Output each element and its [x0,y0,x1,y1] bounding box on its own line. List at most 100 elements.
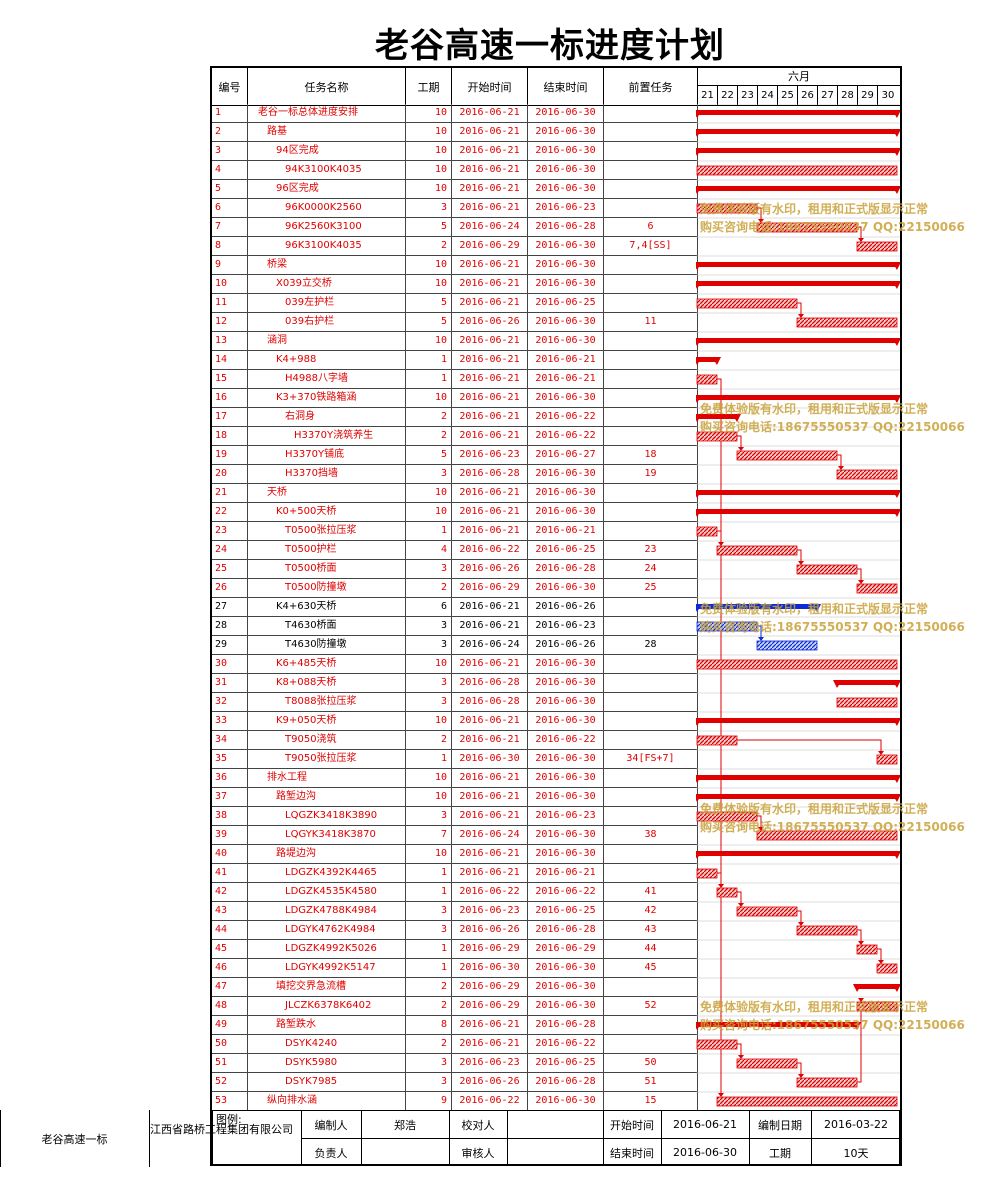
task-name: K3+370铁路箱涵 [248,389,406,407]
table-row[interactable]: 42 LDGZK4535K4580 1 2016-06-22 2016-06-22 41 [212,883,698,902]
task-end: 2016-06-21 [528,864,604,882]
table-row[interactable]: 39 LQGYK3418K3870 7 2016-06-24 2016-06-30 38 [212,826,698,845]
task-no: 51 [212,1054,248,1072]
task-duration: 2 [406,978,452,996]
dependency-arrowhead [758,219,764,223]
task-duration: 3 [406,902,452,920]
task-start: 2016-06-21 [452,1016,528,1034]
dependency-link [757,207,762,222]
task-predecessors: 7,4[SS] [604,237,698,255]
table-row[interactable]: 5 96区完成 10 2016-06-21 2016-06-30 [212,180,698,199]
summary-start-marker [696,604,702,612]
task-start: 2016-06-21 [452,142,528,160]
task-start: 2016-06-21 [452,180,528,198]
table-row[interactable]: 1 老谷一标总体进度安排 10 2016-06-21 2016-06-30 [212,104,698,123]
table-row[interactable]: 4 94K3100K4035 10 2016-06-21 2016-06-30 [212,161,698,180]
table-row[interactable]: 31 K8+088天桥 3 2016-06-28 2016-06-30 [212,674,698,693]
header-duration: 工期 [406,68,452,105]
task-bar [856,241,898,252]
table-row[interactable]: 3 94区完成 10 2016-06-21 2016-06-30 [212,142,698,161]
task-start: 2016-06-21 [452,522,528,540]
dependency-arrowhead [858,941,864,945]
table-row[interactable]: 43 LDGZK4788K4984 3 2016-06-23 2016-06-25 42 [212,902,698,921]
task-bar [716,887,738,898]
table-row[interactable]: 15 H4988八字墙 1 2016-06-21 2016-06-21 [212,370,698,389]
table-row[interactable]: 18 H3370Y浇筑养生 2 2016-06-21 2016-06-22 [212,427,698,446]
table-row[interactable]: 52 DSYK7985 3 2016-06-26 2016-06-28 51 [212,1073,698,1092]
task-duration: 3 [406,617,452,635]
table-row[interactable]: 19 H3370Y铺底 5 2016-06-23 2016-06-27 18 [212,446,698,465]
task-start: 2016-06-29 [452,579,528,597]
table-row[interactable]: 8 96K3100K4035 2 2016-06-29 2016-06-30 7,4[SS… [212,237,698,256]
task-no: 4 [212,161,248,179]
dependency-link [857,568,862,583]
task-no: 37 [212,788,248,806]
table-row[interactable]: 46 LDGYK4992K5147 1 2016-06-30 2016-06-30 45 [212,959,698,978]
table-row[interactable]: 13 涵洞 10 2016-06-21 2016-06-30 [212,332,698,351]
watermark-text: 购买咨询电话:18675550537 QQ:22150066 [700,1018,965,1032]
table-row[interactable]: 23 T0500张拉压浆 1 2016-06-21 2016-06-21 [212,522,698,541]
task-predecessors [604,807,698,825]
table-row[interactable]: 20 H3370挡墙 3 2016-06-28 2016-06-30 19 [212,465,698,484]
table-row[interactable]: 33 K9+050天桥 10 2016-06-21 2016-06-30 [212,712,698,731]
table-row[interactable]: 22 K0+500天桥 10 2016-06-21 2016-06-30 [212,503,698,522]
table-row[interactable]: 38 LQGZK3418K3890 3 2016-06-21 2016-06-23 [212,807,698,826]
table-row[interactable]: 7 96K2560K3100 5 2016-06-24 2016-06-28 6 [212,218,698,237]
table-row[interactable]: 37 路堑边沟 10 2016-06-21 2016-06-30 [212,788,698,807]
table-row[interactable]: 9 桥梁 10 2016-06-21 2016-06-30 [212,256,698,275]
table-row[interactable]: 53 纵向排水涵 9 2016-06-22 2016-06-30 15 [212,1092,698,1111]
table-row[interactable]: 2 路基 10 2016-06-21 2016-06-30 [212,123,698,142]
dependency-arrowhead [738,1055,744,1059]
table-row[interactable]: 35 T9050张拉压浆 1 2016-06-30 2016-06-30 34[FS+7] [212,750,698,769]
table-row[interactable]: 28 T4630桥面 3 2016-06-21 2016-06-23 [212,617,698,636]
table-row[interactable]: 41 LDGZK4392K4465 1 2016-06-21 2016-06-21 [212,864,698,883]
table-row[interactable]: 16 K3+370铁路箱涵 10 2016-06-21 2016-06-30 [212,389,698,408]
task-predecessors: 51 [604,1073,698,1091]
table-row[interactable]: 24 T0500护栏 4 2016-06-22 2016-06-25 23 [212,541,698,560]
table-row[interactable]: 17 右洞身 2 2016-06-21 2016-06-22 [212,408,698,427]
task-no: 15 [212,370,248,388]
task-end: 2016-06-30 [528,959,604,977]
table-row[interactable]: 48 JLCZK6378K6402 2 2016-06-29 2016-06-30 52 [212,997,698,1016]
end-value: 2016-06-30 [673,1146,737,1159]
task-start: 2016-06-21 [452,104,528,122]
table-row[interactable]: 10 X039立交桥 10 2016-06-21 2016-06-30 [212,275,698,294]
table-row[interactable]: 40 路堤边沟 10 2016-06-21 2016-06-30 [212,845,698,864]
table-row[interactable]: 21 天桥 10 2016-06-21 2016-06-30 [212,484,698,503]
table-row[interactable]: 50 DSYK4240 2 2016-06-21 2016-06-22 [212,1035,698,1054]
table-row[interactable]: 49 路堑跌水 8 2016-06-21 2016-06-28 [212,1016,698,1035]
table-row[interactable]: 47 填挖交界急流槽 2 2016-06-29 2016-06-30 [212,978,698,997]
table-row[interactable]: 12 039右护栏 5 2016-06-26 2016-06-30 11 [212,313,698,332]
table-row[interactable]: 25 T0500桥面 3 2016-06-26 2016-06-28 24 [212,560,698,579]
table-row[interactable]: 14 K4+988 1 2016-06-21 2016-06-21 [212,351,698,370]
page-title: 老谷高速一标进度计划 [375,26,725,66]
task-duration: 10 [406,104,452,122]
task-predecessors: 50 [604,1054,698,1072]
table-row[interactable]: 44 LDGYK4762K4984 3 2016-06-26 2016-06-28 43 [212,921,698,940]
dependency-link [857,226,862,241]
task-duration: 2 [406,237,452,255]
summary-start-marker [696,338,702,346]
table-row[interactable]: 51 DSYK5980 3 2016-06-23 2016-06-25 50 [212,1054,698,1073]
table-row[interactable]: 32 T8088张拉压浆 3 2016-06-28 2016-06-30 [212,693,698,712]
table-row[interactable]: 45 LDGZK4992K5026 1 2016-06-29 2016-06-29 44 [212,940,698,959]
task-no: 14 [212,351,248,369]
table-row[interactable]: 30 K6+485天桥 10 2016-06-21 2016-06-30 [212,655,698,674]
task-duration: 9 [406,1092,452,1110]
table-row[interactable]: 11 039左护栏 5 2016-06-21 2016-06-25 [212,294,698,313]
task-end: 2016-06-30 [528,465,604,483]
table-row[interactable]: 34 T9050浇筑 2 2016-06-21 2016-06-22 [212,731,698,750]
table-row[interactable]: 26 T0500防撞墩 2 2016-06-29 2016-06-30 25 [212,579,698,598]
summary-start-marker [696,414,702,422]
table-row[interactable]: 6 96K0000K2560 3 2016-06-21 2016-06-23 [212,199,698,218]
table-row[interactable]: 36 排水工程 10 2016-06-21 2016-06-30 [212,769,698,788]
table-row[interactable]: 27 K4+630天桥 6 2016-06-21 2016-06-26 [212,598,698,617]
task-duration: 3 [406,693,452,711]
day-row: 21 22 23 24 25 26 27 28 29 30 [698,86,900,105]
task-name: 纵向排水涵 [248,1092,406,1110]
table-row[interactable]: 29 T4630防撞墩 3 2016-06-24 2016-06-26 28 [212,636,698,655]
task-start: 2016-06-21 [452,503,528,521]
task-no: 53 [212,1092,248,1110]
dependency-arrowhead [758,637,764,641]
dependency-arrowhead [718,1093,724,1097]
